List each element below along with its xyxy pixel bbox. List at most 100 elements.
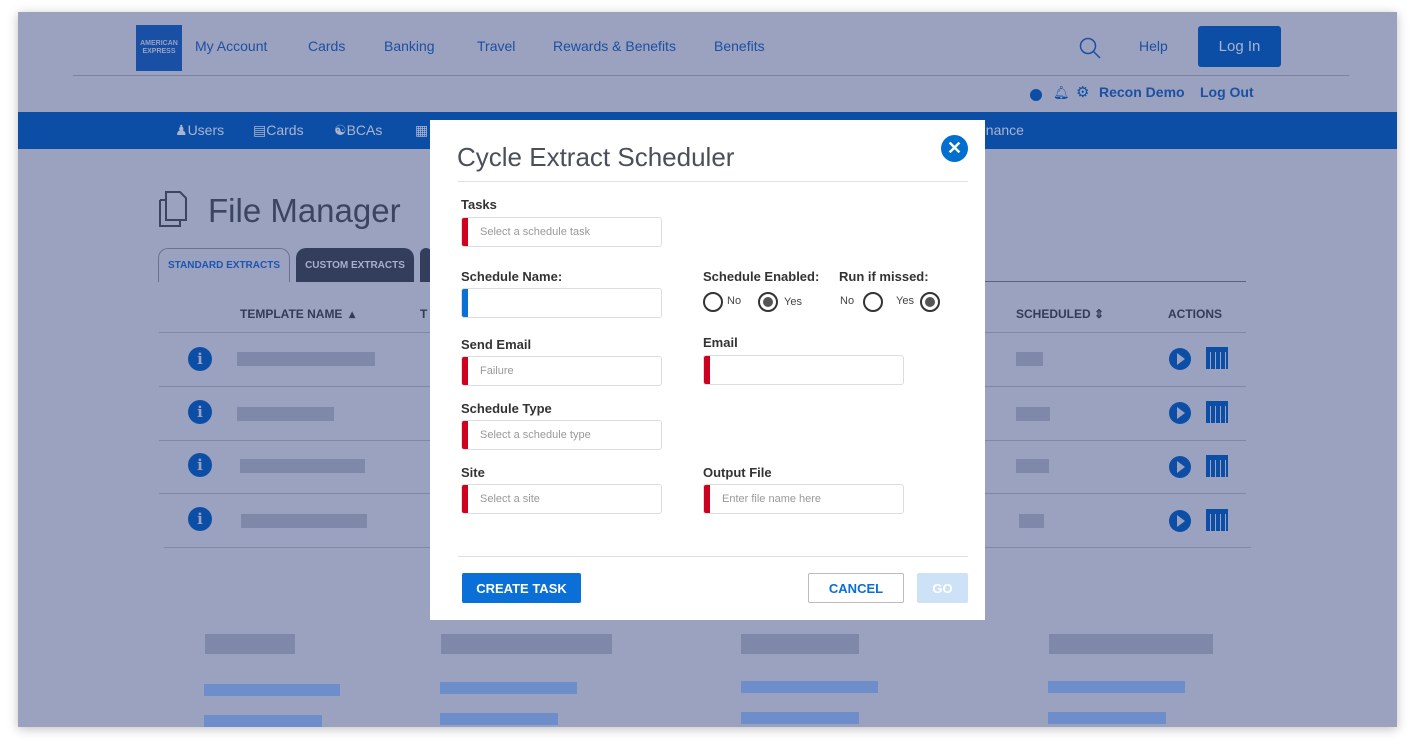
skeleton-cell [1019,514,1044,528]
label: SCHEDULED [1016,307,1091,321]
skeleton-cell [1016,407,1050,421]
tab-underline [985,281,1246,282]
skeleton-link [440,713,558,725]
amex-logo[interactable]: AMERICAN EXPRESS [136,25,182,71]
schedule-enabled-yes-radio[interactable] [758,292,778,312]
page-background: AMERICAN EXPRESS My Account Cards Banking… [18,12,1397,727]
nav-banking[interactable]: Banking [384,38,435,54]
run-if-missed-label: Run if missed: [839,269,929,284]
play-icon[interactable] [1169,402,1191,424]
tasks-label: Tasks [461,197,497,212]
schedule-type-select[interactable]: Select a schedule type [461,420,662,450]
label: Users [187,122,225,138]
send-email-label: Send Email [461,337,532,352]
logo-text: AMERICAN [140,40,178,47]
radio-label: Yes [784,296,802,308]
divider [458,181,968,182]
radio-label: Yes [896,295,914,307]
tasks-select[interactable]: Select a schedule task [461,217,662,247]
skeleton-link [741,712,859,724]
nav-my-account[interactable]: My Account [195,38,268,54]
col-actions: ACTIONS [1168,307,1222,321]
info-icon[interactable]: i [188,400,212,424]
skeleton-heading [741,634,859,654]
subnav-maintenance[interactable]: enance [978,122,1024,138]
calendar-icon[interactable] [1206,509,1228,531]
subnav-cards[interactable]: ▤Cards [253,122,304,138]
nav-travel[interactable]: Travel [477,38,516,54]
email-input[interactable] [703,355,904,385]
divider [458,556,968,557]
nav-cards[interactable]: Cards [308,38,346,54]
skeleton-link [1048,681,1185,693]
play-icon[interactable] [1169,348,1191,370]
subnav-users[interactable]: ♟Users [175,122,225,138]
help-link[interactable]: Help [1139,38,1168,54]
skeleton-link [440,682,577,694]
skeleton-link [204,684,340,696]
login-button[interactable]: Log In [1198,26,1281,67]
page-title: File Manager [208,192,401,229]
site-label: Site [461,465,485,480]
logout-link[interactable]: Log Out [1200,84,1254,100]
calendar-icon[interactable] [1206,455,1228,477]
info-icon[interactable]: i [188,347,212,371]
skeleton-heading [441,634,612,654]
create-task-button[interactable]: CREATE TASK [462,573,581,603]
search-icon[interactable] [1078,36,1102,60]
info-icon[interactable]: i [188,507,212,531]
user-name[interactable]: Recon Demo [1099,84,1185,100]
col-type[interactable]: T [420,307,428,321]
tab-more[interactable] [420,248,432,282]
files-icon [159,191,187,227]
skeleton-cell [237,407,334,421]
skeleton-heading [205,634,295,654]
output-file-label: Output File [703,465,772,480]
tab-standard-extracts[interactable]: STANDARD EXTRACTS [158,248,290,282]
radio-label: No [840,295,855,307]
go-button[interactable]: GO [917,573,968,603]
calendar-icon[interactable]: ▦ [415,122,429,138]
nav-benefits[interactable]: Benefits [714,38,765,54]
col-scheduled[interactable]: SCHEDULED ⇕ [1016,307,1105,321]
calendar-icon[interactable] [1206,401,1228,423]
schedule-enabled-label: Schedule Enabled: [703,269,820,284]
skeleton-heading [1049,634,1213,654]
schedule-enabled-no-radio[interactable] [703,292,723,312]
play-icon[interactable] [1169,456,1191,478]
skeleton-cell [241,514,367,528]
bell-icon[interactable]: 🔔︎ [1053,85,1070,100]
subnav-bcas[interactable]: ☯BCAs [334,122,383,138]
nav-rewards[interactable]: Rewards & Benefits [553,38,676,54]
label: Cards [266,122,304,138]
site-select[interactable]: Select a site [461,484,662,514]
send-email-select[interactable]: Failure [461,356,662,386]
output-file-input[interactable]: Enter file name here [703,484,904,514]
close-icon[interactable]: ✕ [941,135,968,162]
schedule-name-input[interactable] [461,288,662,318]
label: TEMPLATE NAME [240,307,343,321]
label: BCAs [346,122,383,138]
divider [73,75,1349,76]
run-if-missed-no-radio[interactable] [863,292,883,312]
skeleton-link [204,715,322,727]
skeleton-link [1048,712,1166,724]
tab-custom-extracts[interactable]: CUSTOM EXTRACTS [296,248,414,282]
email-label: Email [703,335,738,350]
cycle-extract-scheduler-modal: Cycle Extract Scheduler ✕ Tasks Select a… [430,120,985,620]
info-icon[interactable]: i [188,453,212,477]
run-if-missed-yes-radio[interactable] [920,292,940,312]
calendar-icon[interactable] [1206,347,1228,369]
schedule-type-label: Schedule Type [461,401,552,416]
logo-text: EXPRESS [142,48,176,55]
play-icon[interactable] [1169,510,1191,532]
gear-icon[interactable]: ⚙ [1076,84,1090,101]
skeleton-cell [240,459,365,473]
status-dot-icon[interactable] [1030,89,1042,101]
schedule-name-label: Schedule Name: [461,269,563,284]
cancel-button[interactable]: CANCEL [808,573,904,603]
modal-title: Cycle Extract Scheduler [457,142,735,172]
radio-label: No [727,295,742,307]
skeleton-link [741,681,878,693]
col-template-name[interactable]: TEMPLATE NAME ▴ [240,307,356,321]
